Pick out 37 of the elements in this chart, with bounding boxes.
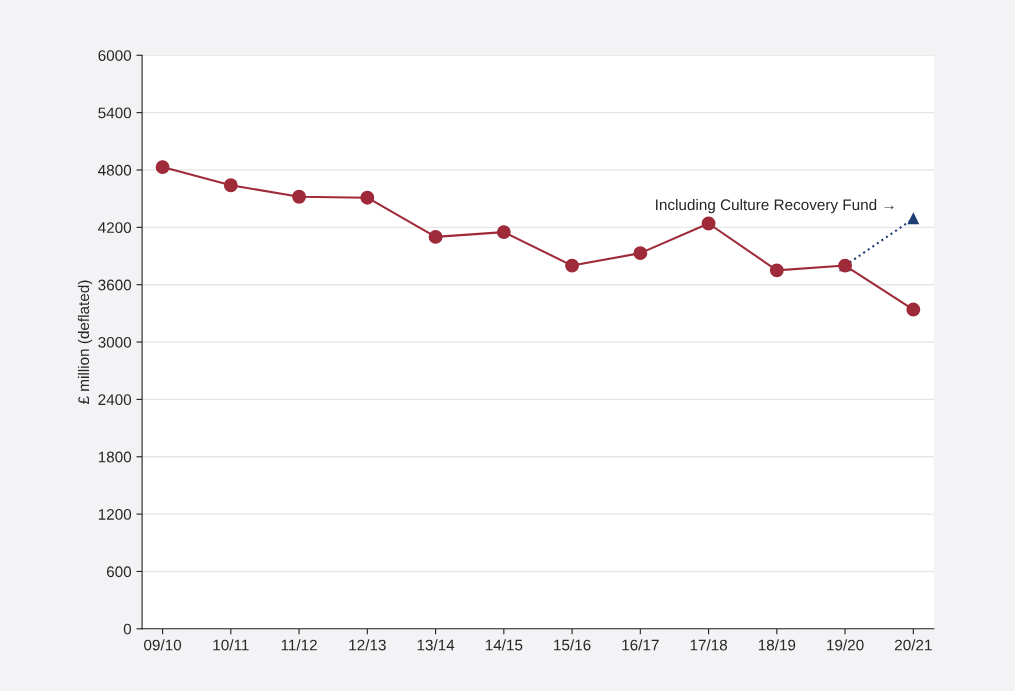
x-tick-label: 12/13 — [349, 639, 386, 651]
x-tick-label: 13/14 — [417, 639, 455, 651]
x-tick-label: 14/15 — [485, 639, 523, 651]
y-tick-label: 1800 — [98, 451, 132, 463]
point — [701, 216, 716, 231]
y-tick-label: 0 — [123, 623, 132, 635]
annotation: Including Culture Recovery Fund → — [656, 198, 894, 214]
point — [428, 229, 443, 244]
x-tick-label: 11/12 — [281, 639, 317, 651]
x-tick-label: 16/17 — [622, 639, 659, 651]
x-tick-label: 17/18 — [690, 639, 728, 651]
point — [223, 178, 238, 193]
y-tick-label: 1200 — [98, 508, 132, 520]
y-axis-title: £ million (deflated) — [77, 280, 93, 405]
point — [155, 160, 170, 175]
y-tick-label: 5400 — [98, 107, 132, 119]
x-tick-label: 19/20 — [827, 639, 864, 651]
y-tick-label: 4200 — [98, 222, 132, 234]
point — [907, 213, 919, 225]
y-tick-label: 2400 — [98, 394, 132, 406]
y-tick-label: 4800 — [98, 164, 132, 176]
y-tick-label: 3000 — [98, 336, 132, 348]
x-tick-label: 10/11 — [213, 639, 249, 651]
x-tick-label: 20/21 — [894, 639, 932, 651]
point — [906, 302, 921, 317]
x-tick-label: 09/10 — [144, 639, 182, 651]
point — [360, 190, 375, 205]
point — [633, 246, 648, 261]
point — [496, 225, 511, 240]
point — [292, 189, 307, 204]
x-tick-label: 18/19 — [758, 639, 796, 651]
y-tick-label: 3600 — [98, 279, 132, 291]
point — [769, 263, 784, 278]
point — [565, 258, 580, 273]
y-tick-label: 600 — [106, 566, 132, 578]
x-tick-label: 15/16 — [554, 639, 591, 651]
y-tick-label: 6000 — [98, 50, 132, 61]
